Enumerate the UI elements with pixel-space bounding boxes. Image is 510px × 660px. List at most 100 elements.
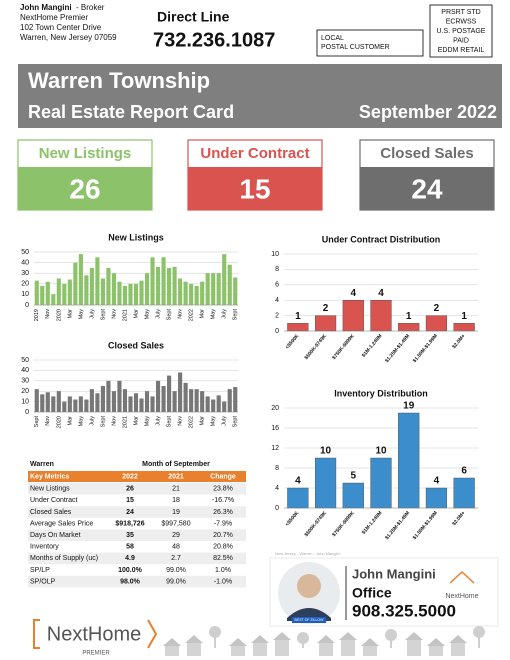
x-tick-label: Mar bbox=[67, 309, 73, 319]
bar bbox=[51, 294, 56, 305]
data-label: 4 bbox=[295, 476, 301, 487]
bar bbox=[34, 280, 39, 305]
house bbox=[187, 643, 201, 656]
house bbox=[363, 646, 377, 656]
x-tick-label: Sept bbox=[100, 309, 106, 321]
bar bbox=[67, 396, 72, 412]
table-cell: 2.7 bbox=[171, 555, 181, 562]
row-bg bbox=[28, 529, 246, 541]
bar bbox=[172, 391, 177, 412]
stats: New Listings 26 Under Contract 15 Closed Sal… bbox=[17, 139, 495, 211]
postage: PRSRT STD ECRWSS U.S. POSTAGE PAID EDDM RETA… bbox=[437, 9, 486, 54]
bar bbox=[172, 266, 177, 305]
postage-line: U.S. POSTAGE bbox=[437, 28, 486, 35]
y-tick-label: 4 bbox=[275, 485, 279, 492]
table-cell: 4.9 bbox=[125, 555, 135, 562]
data-label: 2 bbox=[323, 303, 329, 314]
x-tick-label: Sept bbox=[233, 309, 239, 321]
data-label: 1 bbox=[461, 311, 467, 322]
bar bbox=[227, 264, 232, 305]
table-cell: 99.0% bbox=[166, 567, 186, 574]
bar bbox=[62, 283, 67, 305]
house bbox=[319, 643, 333, 656]
postage-box bbox=[429, 4, 493, 58]
bar bbox=[155, 266, 161, 305]
table-cell: 1.0% bbox=[215, 567, 231, 574]
office-phone: 908.325.5000 bbox=[352, 601, 456, 620]
table-cell: -16.7% bbox=[212, 497, 234, 504]
y-tick-label: 10 bbox=[21, 291, 29, 298]
bar bbox=[73, 262, 78, 305]
y-tick-label: 30 bbox=[21, 270, 29, 277]
stat-value: 26 bbox=[69, 173, 100, 204]
bar bbox=[78, 254, 83, 305]
x-tick-label: Mar bbox=[133, 416, 139, 426]
bar bbox=[227, 389, 232, 412]
bar bbox=[183, 281, 188, 305]
table-cell: 35 bbox=[126, 532, 134, 539]
bar bbox=[178, 372, 183, 412]
table-cell: $918,726 bbox=[115, 520, 144, 527]
bar bbox=[139, 280, 144, 305]
bar bbox=[45, 392, 50, 412]
brand-icon bbox=[449, 570, 475, 584]
bar bbox=[100, 386, 105, 412]
tree-trunk bbox=[478, 636, 480, 648]
x-tick-label: Sept bbox=[34, 416, 40, 428]
data-label: 2 bbox=[434, 303, 440, 314]
data-label: 1 bbox=[406, 311, 412, 322]
house bbox=[429, 646, 443, 656]
house bbox=[165, 646, 179, 656]
postage-line: EDDM RETAIL bbox=[438, 47, 485, 54]
table-title: Warren bbox=[30, 461, 54, 468]
bar bbox=[398, 412, 420, 509]
x-tick-label: $500K-$749K bbox=[304, 510, 329, 538]
y-tick-label: 20 bbox=[21, 281, 29, 288]
x-tick-label: May bbox=[78, 416, 84, 427]
house bbox=[407, 640, 421, 656]
bar bbox=[398, 323, 420, 332]
roof bbox=[361, 638, 379, 646]
bar bbox=[314, 457, 337, 509]
table-cell: 20.7% bbox=[213, 532, 233, 539]
column-header: Key Metrics bbox=[30, 473, 69, 480]
bar bbox=[34, 389, 39, 412]
bar bbox=[167, 375, 172, 412]
x-tick-label: Nov bbox=[178, 309, 184, 319]
x-tick-label: Sept bbox=[233, 416, 239, 428]
y-tick-label: 40 bbox=[21, 367, 29, 374]
x-tick-label: $1.50M-$1.99M bbox=[412, 333, 439, 364]
bar bbox=[62, 401, 67, 412]
x-tick-label: $750K-$999K bbox=[331, 510, 356, 538]
column-header: Change bbox=[210, 473, 236, 480]
logo-bracket bbox=[33, 619, 40, 649]
data-label: 6 bbox=[461, 466, 467, 477]
x-tick-label: July bbox=[89, 309, 95, 319]
table-cell: 99.0% bbox=[166, 578, 186, 585]
roof bbox=[163, 638, 181, 646]
x-tick-label: <$500K bbox=[284, 510, 300, 528]
bar bbox=[56, 391, 61, 412]
table-cell: 19 bbox=[172, 509, 180, 516]
y-tick-label: 8 bbox=[275, 465, 279, 472]
table-cell: Months of Supply (uc) bbox=[30, 555, 98, 562]
table-cell: 26 bbox=[126, 486, 134, 493]
x-tick-label: Mar bbox=[67, 416, 73, 426]
chart-title: Inventory Distribution bbox=[334, 388, 428, 398]
roof bbox=[251, 635, 269, 643]
broker-name: John Mangini bbox=[20, 3, 72, 12]
bar bbox=[425, 315, 448, 332]
data-label: 1 bbox=[295, 311, 301, 322]
bar bbox=[111, 273, 117, 305]
table-cell: 18 bbox=[172, 497, 180, 504]
data-label: 4 bbox=[378, 288, 384, 299]
direct-label: Direct Line bbox=[157, 9, 230, 25]
y-tick-label: 16 bbox=[271, 425, 279, 432]
street: 102 Town Center Drive bbox=[20, 23, 102, 32]
table-cell: 98.0% bbox=[120, 578, 141, 585]
chart-title: Under Contract Distribution bbox=[322, 234, 441, 244]
bar bbox=[133, 283, 139, 305]
x-tick-label: $2.0M+ bbox=[451, 333, 466, 350]
table-cell: 15 bbox=[126, 497, 134, 504]
